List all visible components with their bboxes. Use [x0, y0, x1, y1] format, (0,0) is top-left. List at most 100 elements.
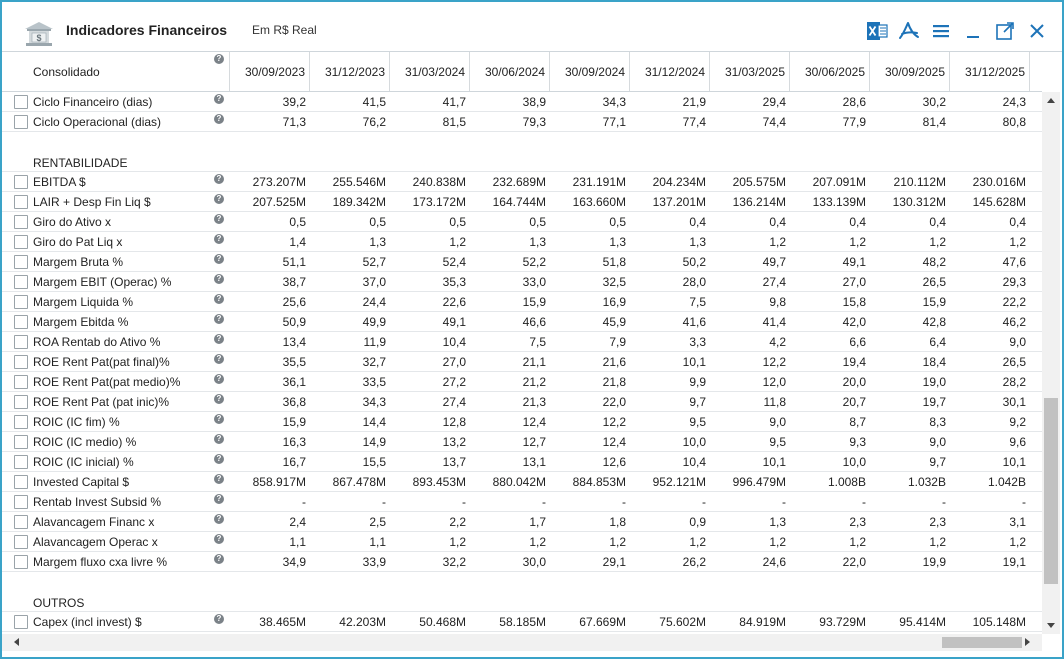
row-checkbox[interactable]	[14, 114, 28, 129]
help-icon[interactable]: ?	[214, 54, 224, 64]
table-row: Margem fluxo cxa livre %? 34,9 33,9 32,2 30,…	[2, 552, 1042, 572]
horizontal-scroll-thumb[interactable]	[942, 637, 1022, 648]
help-icon[interactable]: ?	[214, 493, 224, 504]
row-checkbox[interactable]	[14, 614, 28, 629]
help-icon[interactable]: ?	[214, 273, 224, 284]
pdf-icon[interactable]	[898, 20, 920, 42]
row-checkbox[interactable]	[14, 174, 28, 189]
value-cell: 210.112M	[893, 174, 946, 189]
help-icon[interactable]: ?	[214, 553, 224, 564]
help-icon[interactable]: ?	[214, 513, 224, 524]
help-icon[interactable]: ?	[214, 453, 224, 464]
table-row: Margem Ebitda %? 50,9 49,9 49,1 46,6 45,9 41,6…	[2, 312, 1042, 332]
row-checkbox[interactable]	[14, 234, 28, 249]
toolbar-icons	[866, 20, 1048, 42]
header-date-col[interactable]: 30/09/2024	[550, 52, 630, 91]
value-cell: 0,5	[609, 214, 626, 229]
value-cell: 41,7	[442, 94, 466, 109]
value-cell: 1,3	[369, 234, 386, 249]
horizontal-scrollbar[interactable]	[2, 634, 1042, 651]
close-icon[interactable]	[1026, 20, 1048, 42]
value-cell: 273.207M	[252, 174, 306, 189]
help-icon[interactable]: ?	[214, 313, 224, 324]
row-checkbox[interactable]	[14, 374, 28, 389]
scroll-down-icon[interactable]	[1047, 623, 1055, 628]
value-cell: -	[302, 494, 306, 509]
row-checkbox[interactable]	[14, 534, 28, 549]
header-date-col[interactable]: 30/09/2023	[230, 52, 310, 91]
indicators-table: Consolidado 30/09/2023 31/12/2023 31/03/…	[2, 52, 1062, 634]
help-icon[interactable]: ?	[214, 233, 224, 244]
table-row: EBITDA $? 273.207M 255.546M 240.838M 232.689…	[2, 172, 1042, 192]
scroll-up-icon[interactable]	[1047, 98, 1055, 103]
help-icon[interactable]: ?	[214, 293, 224, 304]
help-icon[interactable]: ?	[214, 173, 224, 184]
row-checkbox[interactable]	[14, 414, 28, 429]
header-date-col[interactable]: 30/06/2025	[790, 52, 870, 91]
row-checkbox[interactable]	[14, 434, 28, 449]
value-cell: 50,9	[282, 314, 306, 329]
row-label: ROE Rent Pat (pat inic)%	[33, 394, 170, 409]
value-cell: 36,1	[282, 374, 306, 389]
value-cell: 19,4	[842, 354, 866, 369]
value-cell: 137.201M	[652, 194, 706, 209]
help-icon[interactable]: ?	[214, 213, 224, 224]
help-icon[interactable]: ?	[214, 193, 224, 204]
scroll-left-icon[interactable]	[14, 638, 19, 646]
help-icon[interactable]: ?	[214, 93, 224, 104]
header-date-col[interactable]: 31/12/2025	[950, 52, 1030, 91]
value-cell: 38.465M	[259, 614, 306, 629]
value-cell: 29,3	[1002, 274, 1026, 289]
table-row: LAIR + Desp Fin Liq $? 207.525M 189.342M 17…	[2, 192, 1042, 212]
help-icon[interactable]: ?	[214, 473, 224, 484]
row-checkbox[interactable]	[14, 334, 28, 349]
row-checkbox[interactable]	[14, 354, 28, 369]
row-checkbox[interactable]	[14, 294, 28, 309]
help-icon[interactable]: ?	[214, 533, 224, 544]
row-checkbox[interactable]	[14, 274, 28, 289]
row-checkbox[interactable]	[14, 474, 28, 489]
row-checkbox[interactable]	[14, 394, 28, 409]
header-date-col[interactable]: 31/03/2024	[390, 52, 470, 91]
vertical-scrollbar[interactable]	[1042, 92, 1060, 634]
scroll-right-icon[interactable]	[1025, 638, 1030, 646]
row-checkbox[interactable]	[14, 494, 28, 509]
value-cell: 19,7	[922, 394, 946, 409]
value-cell: 79,3	[522, 114, 546, 129]
table-row: Invested Capital $? 858.917M 867.478M 893.4…	[2, 472, 1042, 492]
help-icon[interactable]: ?	[214, 393, 224, 404]
help-icon[interactable]: ?	[214, 613, 224, 624]
help-icon[interactable]: ?	[214, 373, 224, 384]
value-cell: 1,2	[929, 534, 946, 549]
value-cell: 48,2	[922, 254, 946, 269]
help-icon[interactable]: ?	[214, 113, 224, 124]
help-icon[interactable]: ?	[214, 333, 224, 344]
value-cell: 15,9	[522, 294, 546, 309]
value-cell: 1,8	[609, 514, 626, 529]
value-cell: 6,4	[929, 334, 946, 349]
help-icon[interactable]: ?	[214, 433, 224, 444]
header-date-col[interactable]: 31/12/2024	[630, 52, 710, 91]
row-checkbox[interactable]	[14, 254, 28, 269]
header-date-col[interactable]: 30/09/2025	[870, 52, 950, 91]
row-checkbox[interactable]	[14, 214, 28, 229]
vertical-scroll-thumb[interactable]	[1044, 398, 1058, 584]
row-checkbox[interactable]	[14, 514, 28, 529]
row-checkbox[interactable]	[14, 194, 28, 209]
header-date-col[interactable]: 31/03/2025	[710, 52, 790, 91]
help-icon[interactable]: ?	[214, 353, 224, 364]
help-icon[interactable]: ?	[214, 413, 224, 424]
header-consolidado[interactable]: Consolidado	[2, 52, 230, 91]
row-checkbox[interactable]	[14, 554, 28, 569]
header-date-col[interactable]: 31/12/2023	[310, 52, 390, 91]
help-icon[interactable]: ?	[214, 253, 224, 264]
header-date-col[interactable]: 30/06/2024	[470, 52, 550, 91]
value-cell: 77,9	[842, 114, 866, 129]
row-checkbox[interactable]	[14, 94, 28, 109]
excel-icon[interactable]	[866, 20, 888, 42]
menu-icon[interactable]	[930, 20, 952, 42]
popout-icon[interactable]	[994, 20, 1016, 42]
minimize-icon[interactable]	[962, 20, 984, 42]
row-checkbox[interactable]	[14, 454, 28, 469]
row-checkbox[interactable]	[14, 314, 28, 329]
